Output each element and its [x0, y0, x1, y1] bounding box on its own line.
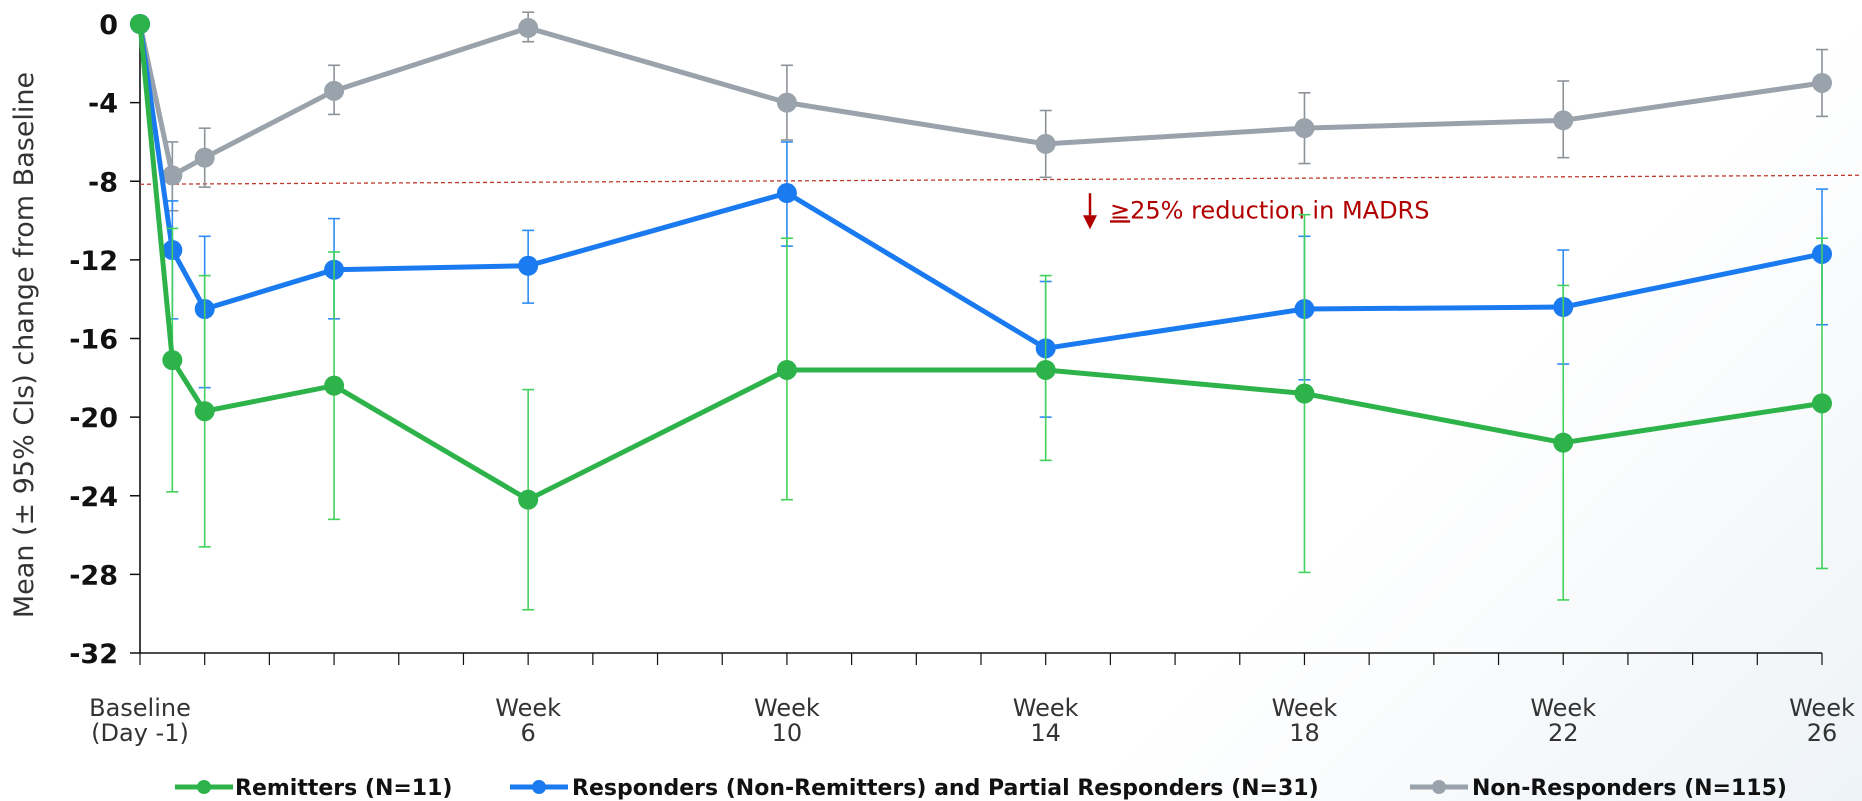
y-tick-label: -24 [69, 482, 118, 513]
data-point [776, 359, 797, 380]
y-tick-label: -20 [69, 403, 118, 434]
legend-item: Remitters (N=11) [175, 776, 452, 801]
data-point [1035, 133, 1056, 154]
series-2 [130, 11, 1832, 212]
annotation-prefix: ≥ [1110, 196, 1130, 224]
legend-item: Responders (Non-Remitters) and Partial R… [510, 776, 1319, 801]
x-tick-label: Week [1530, 694, 1596, 722]
legend-item: Non-Responders (N=115) [1410, 776, 1787, 801]
y-tick-label: -12 [69, 246, 118, 277]
x-tick-label: Baseline [89, 694, 191, 722]
y-tick-label: -4 [88, 89, 118, 120]
y-tick-label: -16 [69, 325, 118, 356]
x-tick-label: 26 [1807, 719, 1838, 747]
x-tick-label: 10 [772, 719, 803, 747]
x-tick-label: Week [1013, 694, 1079, 722]
y-tick-label: -8 [88, 167, 118, 198]
x-tick-label: (Day -1) [91, 719, 189, 747]
data-point [130, 14, 150, 34]
legend-swatch-marker [1432, 780, 1446, 794]
annotation-text: 25% reduction in MADRS [1130, 196, 1429, 224]
y-tick-label: 0 [99, 10, 118, 41]
legend-swatch-marker [197, 780, 211, 794]
x-tick-label: 18 [1289, 719, 1320, 747]
legend-label: Non-Responders (N=115) [1472, 776, 1787, 801]
x-tick-label: Week [754, 694, 820, 722]
series-line [137, 23, 1823, 351]
data-point [1812, 72, 1832, 93]
data-point [518, 255, 539, 276]
threshold-line [139, 174, 1862, 185]
y-tick-label: -28 [69, 560, 118, 591]
data-point [1553, 432, 1574, 453]
x-tick-label: 14 [1030, 719, 1061, 747]
y-tick-layer: 0 -4 -8 -12 -16 -20 -24 -28 -32 [69, 10, 140, 670]
data-point [776, 183, 797, 204]
legend-label: Remitters (N=11) [235, 776, 452, 801]
threshold-layer: ≥25% reduction in MADRS [139, 174, 1862, 230]
down-arrow-icon [1083, 193, 1097, 230]
data-point [1812, 393, 1832, 414]
data-point [518, 489, 539, 510]
data-point [324, 80, 345, 101]
legend: Remitters (N=11) Responders (Non-Remitter… [175, 776, 1787, 801]
x-tick-label: Week [495, 694, 561, 722]
x-tick-label: Week [1272, 694, 1338, 722]
data-point [324, 375, 345, 396]
arrow-head [1083, 215, 1097, 230]
x-tick-label: Week [1789, 694, 1855, 722]
data-point [162, 165, 183, 186]
series-0 [130, 14, 1832, 611]
data-point [518, 17, 539, 38]
data-point [1553, 110, 1574, 131]
x-tick-label: 22 [1548, 719, 1579, 747]
threshold-annotation: ≥25% reduction in MADRS [1110, 196, 1429, 224]
data-point [776, 92, 797, 113]
data-point [194, 401, 215, 422]
data-point [162, 350, 183, 371]
data-point [1294, 383, 1315, 404]
series-layer [130, 11, 1832, 611]
series-line [137, 23, 1823, 503]
legend-label: Responders (Non-Remitters) and Partial R… [572, 776, 1319, 801]
y-tick-label: -32 [69, 639, 118, 670]
data-point [194, 147, 215, 168]
y-axis-title: Mean (± 95% CIs) change from Baseline [9, 72, 40, 618]
legend-swatch-marker [532, 780, 546, 794]
x-tick-layer: Baseline(Day -1)Week6Week10Week14Week18W… [89, 653, 1855, 747]
series-line [137, 23, 1823, 178]
x-tick-label: 6 [521, 719, 536, 747]
data-point [1294, 118, 1315, 139]
data-point [1035, 359, 1056, 380]
